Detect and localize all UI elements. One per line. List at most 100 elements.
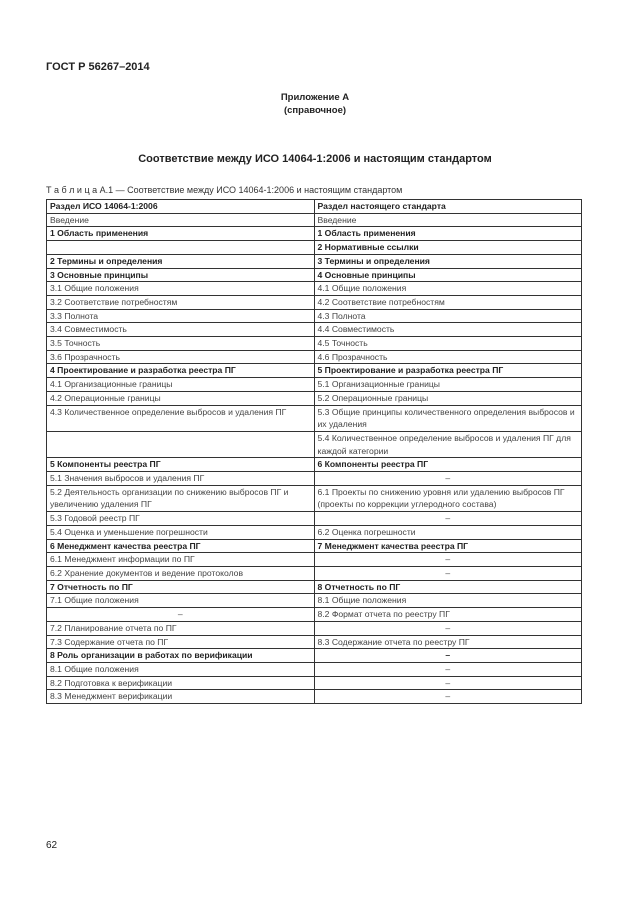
table-row: 3.3 Полнота 4.3 Полнота [46,308,582,324]
table-cell-left: 3 Основные принципы [46,267,315,283]
table-row: 2 Нормативные ссылки [46,240,582,255]
table-row: 3.5 Точность 4.5 Точность [46,336,582,351]
table-cell-left: 3.4 Совместимость [46,322,315,338]
table-cell-left: 7.1 Общие положения [46,593,315,609]
table-cell-left: Введение [46,212,315,228]
table-row: 1 Область применения 1 Область применения [46,226,582,242]
table-cell-left: 3.6 Прозрачность [46,349,315,365]
table-cell-left: 6.1 Менеджмент информации по ПГ [46,552,315,567]
table-cell-right: 5.3 Общие принципы количественного опред… [313,404,582,432]
table-cell-left: 2 Термины и определения [46,253,315,269]
table-cell-right: 5.4 Количественное определение выбросов … [313,430,582,459]
table-cell-right: – [313,661,582,677]
table-cell-left: 7.2 Планирование отчета по ПГ [46,620,315,636]
table-cell-left [46,430,315,459]
table-cell-right: 8.3 Содержание отчета по реестру ПГ [313,634,582,650]
table-row: 8.2 Подготовка к верификации – [46,675,582,691]
page-number: 62 [46,840,58,851]
table-cell-right: 8.2 Формат отчета по реестру ПГ [313,607,582,622]
table-cell-left: 3.1 Общие положения [46,281,315,296]
table-row: –8.2 Формат отчета по реестру ПГ [46,607,582,622]
table-row: 4.3 Количественное определение выбросов … [46,404,582,432]
table-cell-right: 4.5 Точность [313,336,582,351]
table-cell-left: 7.3 Содержание отчета по ПГ [46,634,315,650]
table-cell-left: 4.3 Количественное определение выбросов … [46,404,315,432]
table-cell-left: 8.3 Менеджмент верификации [46,689,315,705]
table-row: 8.1 Общие положения – [46,661,582,677]
table-row: 8.3 Менеджмент верификации – [46,689,582,705]
table-cell-left: 5.4 Оценка и уменьшение погрешности [46,524,315,540]
table-row: 6.1 Менеджмент информации по ПГ – [46,552,582,567]
document-id: ГОСТ Р 56267–2014 [46,61,150,73]
annex-type: (справочное) [283,105,347,116]
table-row: 4.2 Операционные границы 5.2 Операционные… [46,390,582,406]
table-row: 3.4 Совместимость 4.4 Совместимость [46,322,582,338]
table-row: 3.1 Общие положения 4.1 Общие положения [46,281,582,296]
table-row: 5 Компоненты реестра ПГ 6 Компоненты реес… [46,457,582,473]
table-cell-right: – [313,511,582,526]
column-header-iso: Раздел ИСО 14064-1:2006 [46,199,315,214]
table-cell-right: – [313,620,582,636]
table-cell-right: 5 Проектирование и разработка реестра ПГ [313,363,582,379]
table-cell-left: 3.3 Полнота [46,308,315,324]
table-cell-right: 4.1 Общие положения [313,281,582,296]
table-cell-right: – [313,648,582,663]
table-cell-right: – [313,689,582,705]
table-cell-right: 1 Область применения [313,226,582,242]
table-row: 4.1 Организационные границы 5.1 Организац… [46,377,582,392]
correspondence-table: Раздел ИСО 14064-1:2006 Раздел настоящег… [46,199,582,705]
table-cell-left: – [46,607,315,622]
table-row: 3.2 Соответствие потребностям 4.2 Соответ… [46,294,582,310]
table-cell-left [46,240,315,255]
table-row: 7 Отчетность по ПГ 8 Отчетность по ПГ [46,579,582,595]
table-cell-right: 2 Нормативные ссылки [313,240,582,255]
table-cell-right: 5.1 Организационные границы [313,377,582,392]
table-cell-right: 4.2 Соответствие потребностям [313,294,582,310]
table-row: 5.3 Годовой реестр ПГ – [46,511,582,526]
table-cell-right: 6 Компоненты реестра ПГ [313,457,582,473]
table-cell-left: 4 Проектирование и разработка реестра ПГ [46,363,315,379]
table-cell-left: 3.2 Соответствие потребностям [46,294,315,310]
table-cell-left: 8.2 Подготовка к верификации [46,675,315,691]
annex-heading: Приложение А (справочное) [0,91,630,117]
table-row: 5.1 Значения выбросов и удаления ПГ – [46,471,582,486]
table-cell-right: 4.6 Прозрачность [313,349,582,365]
table-cell-left: 6.2 Хранение документов и ведение проток… [46,565,315,581]
table-row: 2 Термины и определения 3 Термины и опред… [46,253,582,269]
table-row: 3 Основные принципы 4 Основные принципы [46,267,582,283]
table-row: 7.3 Содержание отчета по ПГ 8.3 Содержани… [46,634,582,650]
column-header-standard: Раздел настоящего стандарта [313,199,582,214]
table-cell-right: – [313,552,582,567]
table-cell-left: 4.1 Организационные границы [46,377,315,392]
table-caption: Т а б л и ц а А.1 — Соответствие между И… [46,185,403,195]
table-cell-right: 8 Отчетность по ПГ [313,579,582,595]
table-row: Введение Введение [46,212,582,228]
table-cell-left: 5.1 Значения выбросов и удаления ПГ [46,471,315,486]
table-cell-left: 8 Роль организации в работах по верифика… [46,648,315,663]
table-row: 4 Проектирование и разработка реестра ПГ… [46,363,582,379]
table-cell-right: 4.3 Полнота [313,308,582,324]
table-cell-left: 1 Область применения [46,226,315,242]
table-row: 5.4 Оценка и уменьшение погрешности 6.2 О… [46,524,582,540]
table-row: 7.1 Общие положения 8.1 Общие положения [46,593,582,609]
table-row: 8 Роль организации в работах по верифика… [46,648,582,663]
table-cell-right: 6.2 Оценка погрешности [313,524,582,540]
table-cell-right: 4.4 Совместимость [313,322,582,338]
table-cell-right: 4 Основные принципы [313,267,582,283]
table-row: 6 Менеджмент качества реестра ПГ 7 Менедж… [46,538,582,554]
table-header-row: Раздел ИСО 14064-1:2006 Раздел настоящег… [46,199,582,214]
table-cell-right: 6.1 Проекты по снижению уровня или удале… [313,484,582,513]
table-cell-left: 5.2 Деятельность организации по снижению… [46,484,315,513]
table-row: 3.6 Прозрачность 4.6 Прозрачность [46,349,582,365]
table-cell-left: 8.1 Общие положения [46,661,315,677]
page-title: Соответствие между ИСО 14064-1:2006 и на… [138,153,492,165]
table-cell-right: – [313,675,582,691]
table-cell-right: – [313,565,582,581]
table-row: 7.2 Планирование отчета по ПГ – [46,620,582,636]
table-cell-right: 8.1 Общие положения [313,593,582,609]
table-cell-right: – [313,471,582,486]
table-cell-right: 5.2 Операционные границы [313,390,582,406]
table-row: 6.2 Хранение документов и ведение проток… [46,565,582,581]
table-row: 5.2 Деятельность организации по снижению… [46,484,582,513]
table-cell-left: 4.2 Операционные границы [46,390,315,406]
